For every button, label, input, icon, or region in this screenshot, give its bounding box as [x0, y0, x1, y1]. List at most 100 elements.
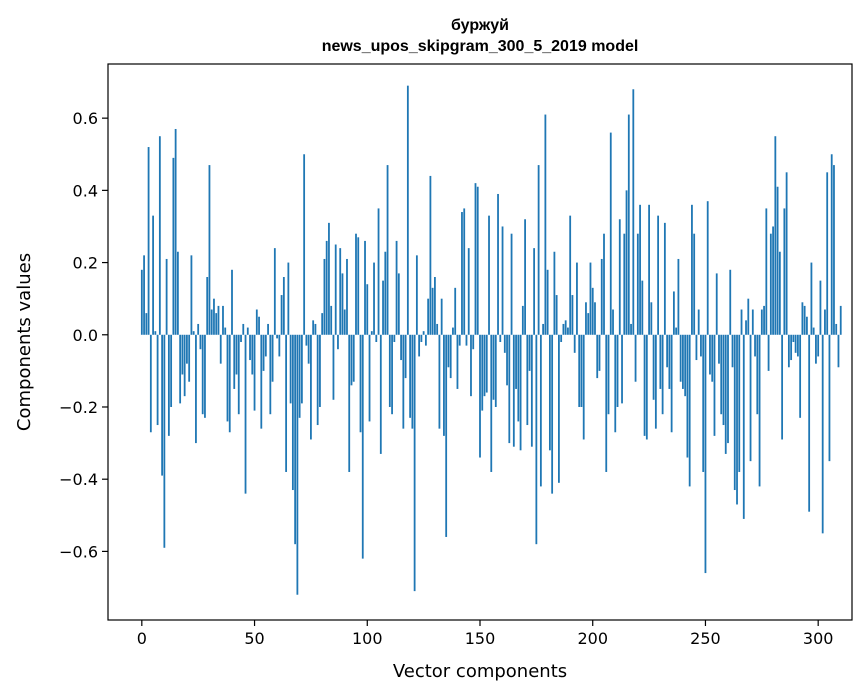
bar [393, 334, 396, 342]
bar [174, 128, 177, 335]
bar [715, 273, 718, 335]
bar [161, 334, 164, 476]
bar [639, 204, 641, 335]
bar [783, 208, 786, 335]
bar [294, 334, 297, 545]
bar [201, 334, 204, 415]
bar [242, 323, 245, 335]
bar [253, 334, 256, 411]
bar [510, 233, 513, 335]
bar [824, 309, 826, 335]
bar [722, 334, 725, 426]
bar [357, 237, 360, 335]
bar [526, 334, 529, 426]
bar [684, 334, 687, 397]
bar [386, 165, 389, 335]
bar [596, 334, 599, 379]
bar [397, 273, 400, 335]
bar [422, 331, 425, 335]
y-tick-label: −0.4 [59, 470, 98, 489]
bar [348, 334, 351, 472]
y-tick-label: 0.0 [73, 326, 98, 345]
bar [303, 154, 306, 335]
bar [670, 334, 673, 433]
bar [713, 334, 716, 436]
bar [233, 334, 236, 389]
bar [167, 334, 170, 436]
bar [625, 190, 628, 335]
bar [291, 334, 294, 491]
bar [679, 334, 682, 382]
bar [535, 334, 538, 545]
bar [429, 175, 432, 335]
bar [463, 208, 466, 335]
bar [697, 309, 700, 335]
bar [454, 287, 457, 335]
bar [269, 334, 272, 415]
bar [618, 219, 621, 335]
bar [497, 193, 499, 335]
bar [255, 309, 258, 335]
bar [512, 334, 515, 447]
bar [231, 269, 233, 335]
bar [325, 240, 328, 335]
bar [186, 334, 188, 364]
bar [661, 334, 664, 415]
bar [273, 248, 276, 335]
bar [724, 334, 727, 454]
bar [368, 334, 371, 422]
bar [749, 334, 752, 462]
bar [663, 222, 666, 335]
bar [352, 334, 355, 382]
bar [235, 334, 238, 375]
bar [377, 208, 380, 335]
bar [204, 334, 206, 418]
bar [742, 334, 745, 519]
bar [267, 323, 269, 335]
bar [375, 334, 378, 342]
bar [280, 295, 283, 335]
bar [551, 334, 554, 494]
bar [170, 334, 173, 407]
bar [560, 334, 563, 342]
bar [808, 334, 811, 512]
bar [244, 334, 247, 494]
bar [702, 334, 705, 472]
bar [172, 157, 175, 335]
bar [476, 186, 479, 335]
bar [158, 136, 161, 335]
bar [190, 255, 193, 335]
bar [517, 334, 520, 422]
bar [240, 334, 242, 342]
bar [555, 295, 558, 335]
bar [199, 334, 202, 350]
bar [251, 334, 254, 375]
bar [208, 165, 211, 335]
bar [391, 334, 393, 415]
bar [163, 334, 166, 548]
bar [217, 305, 220, 335]
bar [729, 269, 732, 335]
bar [420, 334, 423, 342]
bar [704, 334, 707, 574]
bar [682, 334, 684, 389]
bar [760, 309, 763, 335]
bar [310, 334, 312, 440]
bar [828, 334, 831, 462]
bar [605, 334, 608, 472]
bar [276, 334, 278, 339]
bar [826, 172, 829, 335]
chart-subtitle: news_upos_skipgram_300_5_2019 model [322, 38, 639, 55]
bar [366, 284, 369, 335]
bar [677, 258, 680, 335]
bar [289, 334, 292, 404]
bar [530, 334, 533, 447]
bar [404, 334, 407, 379]
x-tick-label: 100 [352, 629, 383, 648]
bar [524, 219, 526, 335]
bars-group [140, 85, 842, 595]
bar [402, 334, 405, 429]
bar [781, 334, 784, 440]
bar [400, 334, 402, 361]
bar [657, 215, 660, 335]
